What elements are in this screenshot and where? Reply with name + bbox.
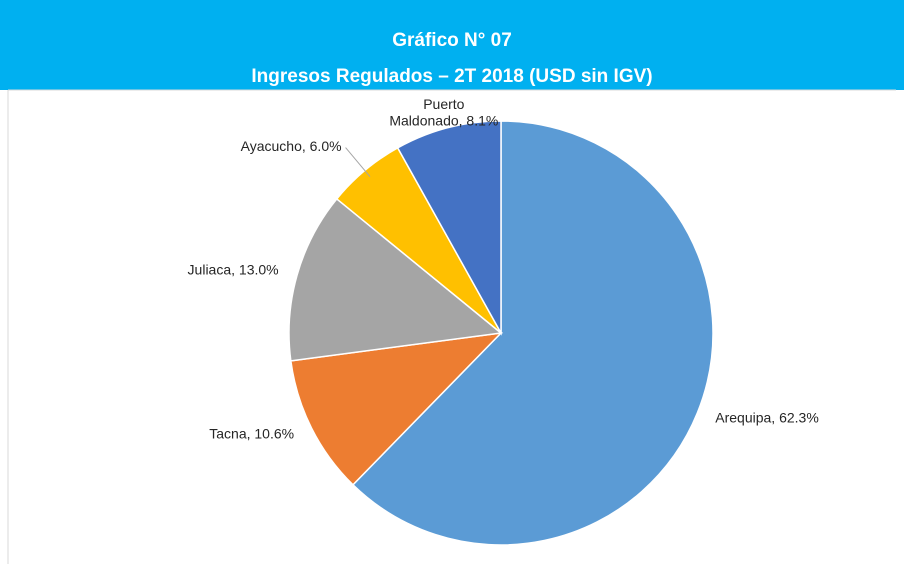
data-label: Juliaca, 13.0% (188, 262, 279, 278)
data-label: Ayacucho, 6.0% (241, 138, 342, 154)
header-banner: Gráfico N° 07 Ingresos Regulados – 2T 20… (0, 0, 904, 90)
data-label-line: Maldonado, 8.1% (389, 112, 498, 128)
data-label: Puerto Maldonado, 8.1% (389, 96, 498, 129)
pie-slice (351, 120, 714, 546)
chart-subtitle: Ingresos Regulados – 2T 2018 (USD sin IG… (251, 66, 653, 87)
data-label: Arequipa, 62.3% (715, 409, 819, 425)
chart-title: Gráfico N° 07 (392, 30, 512, 51)
pie-slice (290, 331, 504, 486)
leader-line (345, 147, 371, 177)
pie-slice (396, 120, 502, 336)
pie-slice (288, 197, 503, 362)
data-label-line: Puerto (423, 96, 464, 112)
data-label: Tacna, 10.6% (209, 425, 294, 441)
